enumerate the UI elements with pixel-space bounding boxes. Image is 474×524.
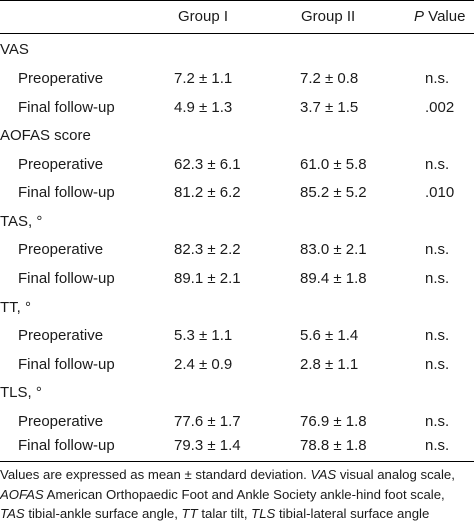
section-label: AOFAS score xyxy=(0,127,91,144)
group-1-value: 2.4 ± 0.9 xyxy=(174,356,233,373)
table-row: Final follow-up 89.1 ± 2.1 89.4 ± 1.8 n.… xyxy=(0,266,474,292)
group-2-value: 61.0 ± 5.8 xyxy=(300,156,367,173)
table-row: Preoperative 7.2 ± 1.1 7.2 ± 0.8 n.s. xyxy=(0,66,474,92)
section-label: TLS, ° xyxy=(0,384,42,401)
table-row: Preoperative 82.3 ± 2.2 83.0 ± 2.1 n.s. xyxy=(0,237,474,263)
row-label: Preoperative xyxy=(18,156,104,173)
header-group-2: Group II xyxy=(301,8,356,25)
group-1-value: 82.3 ± 2.2 xyxy=(174,241,241,258)
section-label: VAS xyxy=(0,41,29,58)
header-p-value: P Value xyxy=(414,4,465,30)
footnote-text: visual analog scale, xyxy=(336,467,455,482)
header-p-italic: P xyxy=(414,8,425,25)
row-label: Final follow-up xyxy=(18,184,115,201)
footnote-line-1: Values are expressed as mean ± standard … xyxy=(0,465,474,485)
footnote-text: American Orthopaedic Foot and Ankle Soci… xyxy=(43,486,445,502)
table-row: Preoperative 77.6 ± 1.7 76.9 ± 1.8 n.s. xyxy=(0,409,474,435)
p-value: n.s. xyxy=(425,270,450,287)
row-label: Preoperative xyxy=(18,70,104,87)
p-value: n.s. xyxy=(425,70,450,87)
section-row-vas: VAS xyxy=(0,37,474,63)
section-row-aofas: AOFAS score xyxy=(0,123,474,149)
group-1-value: 89.1 ± 2.1 xyxy=(174,270,241,287)
section-label: TAS, ° xyxy=(0,213,43,230)
row-label: Preoperative xyxy=(18,241,104,258)
group-2-value: 89.4 ± 1.8 xyxy=(300,270,367,287)
section-row-tls: TLS, ° xyxy=(0,380,474,406)
footnote-abbrev: AOFAS xyxy=(0,486,44,502)
p-value: .002 xyxy=(425,99,455,116)
footnote-abbrev: TLS xyxy=(251,506,276,521)
section-label: TT, ° xyxy=(0,299,31,316)
table-footnote: Values are expressed as mean ± standard … xyxy=(0,465,474,524)
group-1-value: 4.9 ± 1.3 xyxy=(174,99,233,116)
group-2-value: 76.9 ± 1.8 xyxy=(300,413,367,430)
group-2-value: 85.2 ± 5.2 xyxy=(300,184,367,201)
group-1-value: 7.2 ± 1.1 xyxy=(174,70,233,87)
footnote-abbrev: VAS xyxy=(310,467,337,482)
table-row: Final follow-up 4.9 ± 1.3 3.7 ± 1.5 .002 xyxy=(0,95,474,121)
row-label: Final follow-up xyxy=(18,356,115,373)
p-value: n.s. xyxy=(425,241,450,258)
table-header-rule xyxy=(0,33,474,34)
group-2-value: 78.8 ± 1.8 xyxy=(300,437,367,454)
table-row: Preoperative 62.3 ± 6.1 61.0 ± 5.8 n.s. xyxy=(0,152,474,178)
table-top-rule xyxy=(0,0,474,1)
footnote-abbrev: TAS xyxy=(0,506,25,521)
group-2-value: 83.0 ± 2.1 xyxy=(300,241,367,258)
group-2-value: 2.8 ± 1.1 xyxy=(300,356,359,373)
group-2-value: 3.7 ± 1.5 xyxy=(300,99,359,116)
header-p-rest: Value xyxy=(424,8,466,25)
p-value: n.s. xyxy=(425,356,450,373)
footnote-text: tibial-lateral surface angle xyxy=(275,506,430,521)
table-row: Final follow-up 2.4 ± 0.9 2.8 ± 1.1 n.s. xyxy=(0,352,474,378)
table-row: Preoperative 5.3 ± 1.1 5.6 ± 1.4 n.s. xyxy=(0,323,474,349)
p-value: n.s. xyxy=(425,413,450,430)
row-label: Final follow-up xyxy=(18,99,115,116)
footnote-line-3: TAS tibial-ankle surface angle, TT talar… xyxy=(0,504,474,524)
table-row: Final follow-up 81.2 ± 6.2 85.2 ± 5.2 .0… xyxy=(0,180,474,206)
p-value: n.s. xyxy=(425,437,450,454)
group-2-value: 7.2 ± 0.8 xyxy=(300,70,359,87)
group-2-value: 5.6 ± 1.4 xyxy=(300,327,359,344)
section-row-tas: TAS, ° xyxy=(0,209,474,235)
footnote-text: Values are expressed as mean ± standard … xyxy=(0,467,311,482)
group-1-value: 5.3 ± 1.1 xyxy=(174,327,233,344)
table-header-row: Group I Group II P Value xyxy=(0,4,474,30)
p-value: n.s. xyxy=(425,327,450,344)
row-label: Preoperative xyxy=(18,327,104,344)
group-1-value: 81.2 ± 6.2 xyxy=(174,184,241,201)
table-row: Final follow-up 79.3 ± 1.4 78.8 ± 1.8 n.… xyxy=(0,433,474,459)
group-1-value: 79.3 ± 1.4 xyxy=(174,437,241,454)
group-1-value: 62.3 ± 6.1 xyxy=(174,156,241,173)
row-label: Preoperative xyxy=(18,413,104,430)
table-bottom-rule xyxy=(0,461,474,462)
section-row-tt: TT, ° xyxy=(0,295,474,321)
p-value: .010 xyxy=(425,184,455,201)
row-label: Final follow-up xyxy=(18,270,115,287)
footnote-abbrev: TT xyxy=(181,506,198,521)
p-value: n.s. xyxy=(425,156,450,173)
header-group-1: Group I xyxy=(178,8,229,25)
group-1-value: 77.6 ± 1.7 xyxy=(174,413,241,430)
footnote-text: talar tilt, xyxy=(197,506,252,521)
footnote-text: tibial-ankle surface angle, xyxy=(24,506,182,521)
row-label: Final follow-up xyxy=(18,437,115,454)
footnote-line-2: AOFAS American Orthopaedic Foot and Ankl… xyxy=(0,485,474,505)
